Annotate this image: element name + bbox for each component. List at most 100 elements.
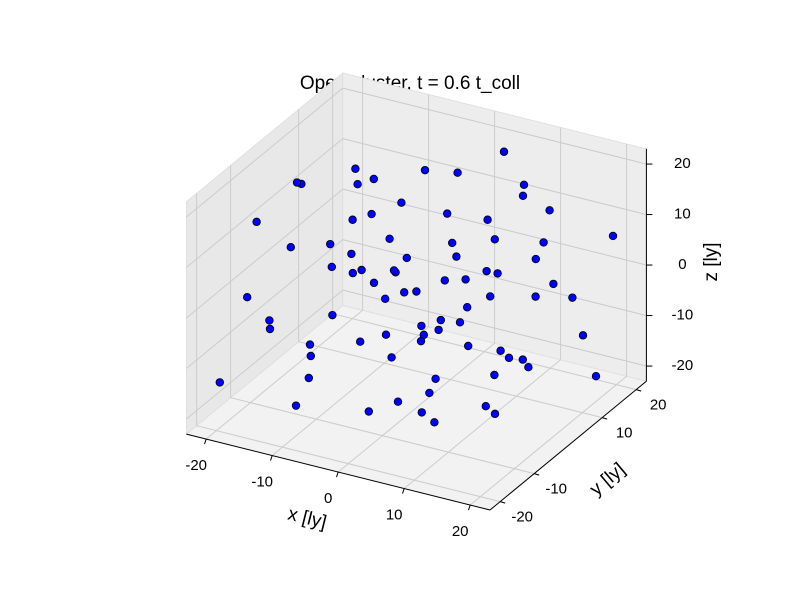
- z-tick-label: 20: [674, 155, 691, 172]
- tick-mark: [402, 488, 405, 494]
- x-tick-label: 20: [452, 523, 469, 540]
- point: [364, 407, 373, 416]
- point: [483, 215, 492, 224]
- point: [381, 294, 390, 303]
- point: [608, 231, 618, 241]
- point: [385, 234, 394, 243]
- point: [306, 351, 315, 361]
- point: [416, 336, 426, 346]
- point: [393, 397, 403, 406]
- point: [481, 402, 490, 411]
- point: [434, 325, 443, 335]
- tick-mark: [204, 438, 207, 445]
- grid-line: [342, 289, 647, 367]
- grid-line: [186, 138, 344, 268]
- point: [443, 209, 452, 218]
- y-axis-label: y [ly]: [586, 459, 629, 500]
- x-tick-label: 10: [386, 507, 403, 524]
- point: [531, 292, 540, 301]
- point: [455, 318, 465, 327]
- grid-line: [342, 138, 647, 216]
- point: [304, 373, 313, 383]
- point: [490, 409, 500, 419]
- point: [326, 239, 335, 249]
- tick-mark: [468, 504, 471, 511]
- point: [402, 253, 411, 263]
- point: [215, 378, 224, 387]
- point: [367, 209, 376, 219]
- x-tick-label: 0: [324, 490, 332, 507]
- y-tick-label: -10: [545, 481, 567, 498]
- point: [436, 315, 445, 325]
- grid-line: [332, 313, 637, 391]
- point: [417, 321, 426, 331]
- grid-line: [403, 359, 561, 489]
- point: [242, 293, 252, 302]
- y-tick-label: 10: [616, 425, 633, 442]
- point: [369, 174, 378, 184]
- point: [347, 249, 356, 259]
- point: [400, 288, 409, 297]
- point: [440, 276, 449, 285]
- y-tick-label: -20: [511, 509, 533, 526]
- point: [518, 355, 527, 364]
- grid-line: [469, 375, 627, 506]
- point: [353, 179, 362, 189]
- tick-mark: [636, 389, 642, 392]
- point: [461, 275, 470, 284]
- point: [291, 401, 301, 410]
- tick-mark: [602, 417, 608, 420]
- point: [499, 147, 509, 156]
- y-tick-label: 20: [650, 397, 667, 414]
- grid-line: [205, 309, 363, 440]
- grid-line: [271, 326, 429, 456]
- point: [351, 164, 360, 173]
- grid-line: [230, 397, 535, 475]
- point: [369, 278, 379, 288]
- tick-mark: [270, 455, 273, 461]
- point: [305, 340, 315, 349]
- y-axis: [489, 380, 647, 511]
- grid-line: [196, 425, 501, 503]
- point: [381, 330, 391, 339]
- point: [348, 215, 357, 224]
- grid-line: [186, 188, 344, 319]
- x-axis-label: x [ly]: [286, 504, 329, 534]
- grid-line: [342, 239, 647, 317]
- point: [504, 353, 514, 363]
- tick-mark: [500, 501, 506, 504]
- point: [531, 254, 540, 264]
- point: [292, 178, 302, 187]
- point: [452, 252, 461, 261]
- point: [327, 262, 336, 272]
- x-tick-label: -10: [251, 474, 273, 491]
- point: [486, 292, 495, 301]
- point: [348, 268, 357, 278]
- point: [425, 388, 434, 398]
- point: [524, 363, 533, 372]
- point: [412, 287, 421, 296]
- point: [397, 198, 406, 207]
- point: [286, 242, 295, 252]
- point: [549, 279, 558, 289]
- grid-line: [186, 87, 344, 218]
- point: [539, 238, 548, 247]
- tick-mark: [336, 471, 339, 478]
- point: [518, 191, 528, 200]
- z-tick-label: -10: [672, 307, 694, 324]
- point: [519, 180, 529, 189]
- x-tick-label: -20: [185, 457, 207, 474]
- point: [482, 266, 491, 276]
- point: [490, 235, 499, 244]
- point: [496, 346, 505, 355]
- grid-line: [298, 341, 603, 419]
- point: [568, 293, 577, 302]
- x-axis: [186, 433, 491, 511]
- z-axis-label: z [ly]: [701, 242, 722, 281]
- point: [420, 165, 430, 175]
- grid-line: [342, 188, 647, 266]
- point: [578, 331, 588, 340]
- point: [490, 370, 499, 380]
